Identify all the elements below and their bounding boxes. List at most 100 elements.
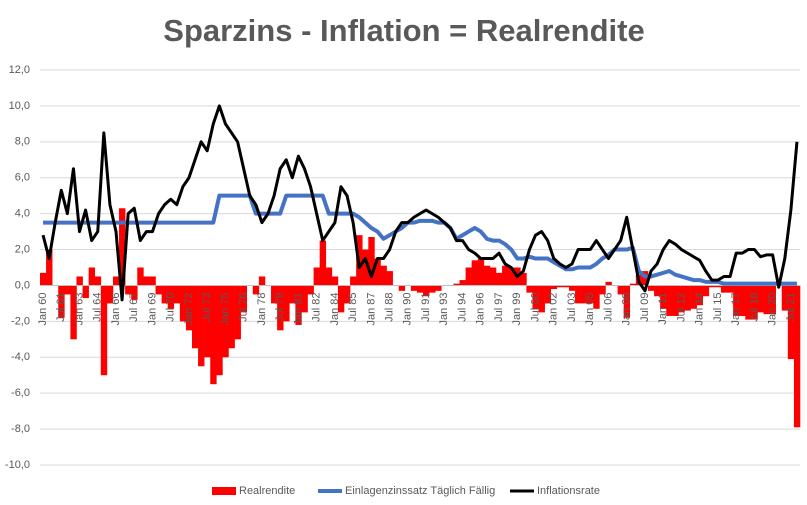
- bar: [575, 285, 582, 304]
- x-tick-label: Jan 99: [511, 292, 523, 325]
- bar: [666, 285, 673, 316]
- x-tick-label: Jul 64: [92, 292, 104, 321]
- x-tick-label: Jul 73: [201, 292, 213, 321]
- bar: [106, 285, 114, 304]
- x-tick-label: Jul 61: [55, 292, 67, 321]
- bar: [714, 285, 722, 288]
- bar: [161, 285, 168, 304]
- bar: [88, 267, 96, 286]
- bar: [745, 285, 752, 320]
- bar: [179, 285, 187, 322]
- y-tick-label: 12,0: [9, 64, 30, 76]
- x-tick-label: Jan 81: [292, 292, 304, 325]
- bar: [654, 285, 661, 297]
- bar: [544, 285, 552, 304]
- bar: [708, 285, 716, 288]
- bar: [258, 276, 266, 286]
- bar: [228, 285, 235, 349]
- bar: [678, 285, 685, 313]
- bar: [337, 285, 345, 313]
- x-tick-label: Jan 90: [402, 292, 414, 325]
- x-tick-label: Jul 06: [602, 292, 614, 321]
- x-tick-label: Jan 02: [548, 292, 560, 325]
- chart-title: Sparzins - Inflation = Realrendite: [163, 13, 644, 48]
- bar: [477, 258, 485, 286]
- bar: [252, 285, 260, 295]
- bar: [125, 285, 132, 295]
- x-tick-label: Jan 75: [219, 292, 231, 325]
- bar: [429, 285, 436, 293]
- bar: [277, 285, 284, 331]
- bar: [368, 236, 375, 286]
- bar: [119, 208, 126, 286]
- bar: [204, 285, 211, 358]
- bar: [380, 265, 387, 286]
- bar: [502, 265, 509, 286]
- bar: [787, 285, 795, 360]
- bar: [471, 260, 479, 286]
- bar: [550, 285, 558, 290]
- legend-label: Inflationsrate: [537, 485, 600, 497]
- bar: [532, 285, 539, 309]
- x-tick-label: Jul 00: [529, 292, 541, 321]
- bar: [149, 276, 156, 286]
- x-tick-label: Jan 60: [37, 292, 49, 325]
- bar: [556, 285, 564, 288]
- bar: [617, 285, 624, 295]
- bar: [769, 285, 776, 315]
- x-tick-label: Jan 14: [694, 292, 706, 325]
- bar: [331, 276, 339, 286]
- bar: [198, 285, 205, 367]
- bar: [344, 285, 351, 304]
- line: [41, 104, 799, 302]
- bar: [623, 285, 631, 318]
- bar: [465, 267, 472, 286]
- bar: [185, 285, 193, 331]
- y-tick-label: 0,0: [15, 279, 30, 291]
- bar: [46, 249, 53, 286]
- bar: [605, 281, 612, 286]
- bar: [562, 285, 570, 288]
- bar: [313, 267, 320, 286]
- bar: [58, 285, 65, 318]
- x-tick-label: Jan 66: [110, 292, 122, 325]
- bar: [234, 285, 241, 340]
- y-tick-label: 10,0: [9, 100, 30, 112]
- bar: [660, 285, 667, 309]
- x-tick-label: Jul 82: [311, 292, 323, 321]
- bar: [271, 285, 278, 304]
- bar: [350, 276, 357, 286]
- y-tick-label: 6,0: [15, 172, 30, 184]
- y-tick-label: 4,0: [15, 208, 30, 220]
- y-tick-label: -6,0: [11, 387, 30, 399]
- bar: [192, 285, 199, 349]
- bar: [143, 276, 150, 286]
- x-tick-label: Jan 96: [475, 292, 487, 325]
- bar: [374, 258, 381, 286]
- bar: [696, 285, 704, 306]
- bar: [240, 285, 248, 313]
- x-tick-label: Jan 63: [73, 292, 85, 325]
- x-tick-label: Jul 91: [420, 292, 432, 321]
- bar: [307, 285, 314, 295]
- x-tick-label: Jul 94: [456, 292, 468, 321]
- legend-label: Einlagenzinssatz Täglich Fällig: [345, 485, 495, 497]
- bar: [82, 285, 89, 299]
- x-tick-label: Jul 79: [274, 292, 286, 321]
- bar: [751, 285, 758, 320]
- bar: [720, 285, 728, 293]
- x-tick-label: Jul 67: [128, 292, 140, 321]
- x-tick-label: Jan 11: [657, 292, 669, 324]
- bar: [222, 285, 229, 358]
- bar: [593, 285, 600, 309]
- y-tick-label: -10,0: [5, 459, 30, 471]
- bar: [416, 285, 424, 293]
- bar: [727, 285, 734, 293]
- x-tick-label: Jan 69: [146, 292, 158, 325]
- x-tick-label: Jan 05: [584, 292, 596, 325]
- bar: [435, 285, 442, 291]
- bar: [538, 285, 545, 313]
- x-tick-label: Jul 18: [748, 292, 760, 321]
